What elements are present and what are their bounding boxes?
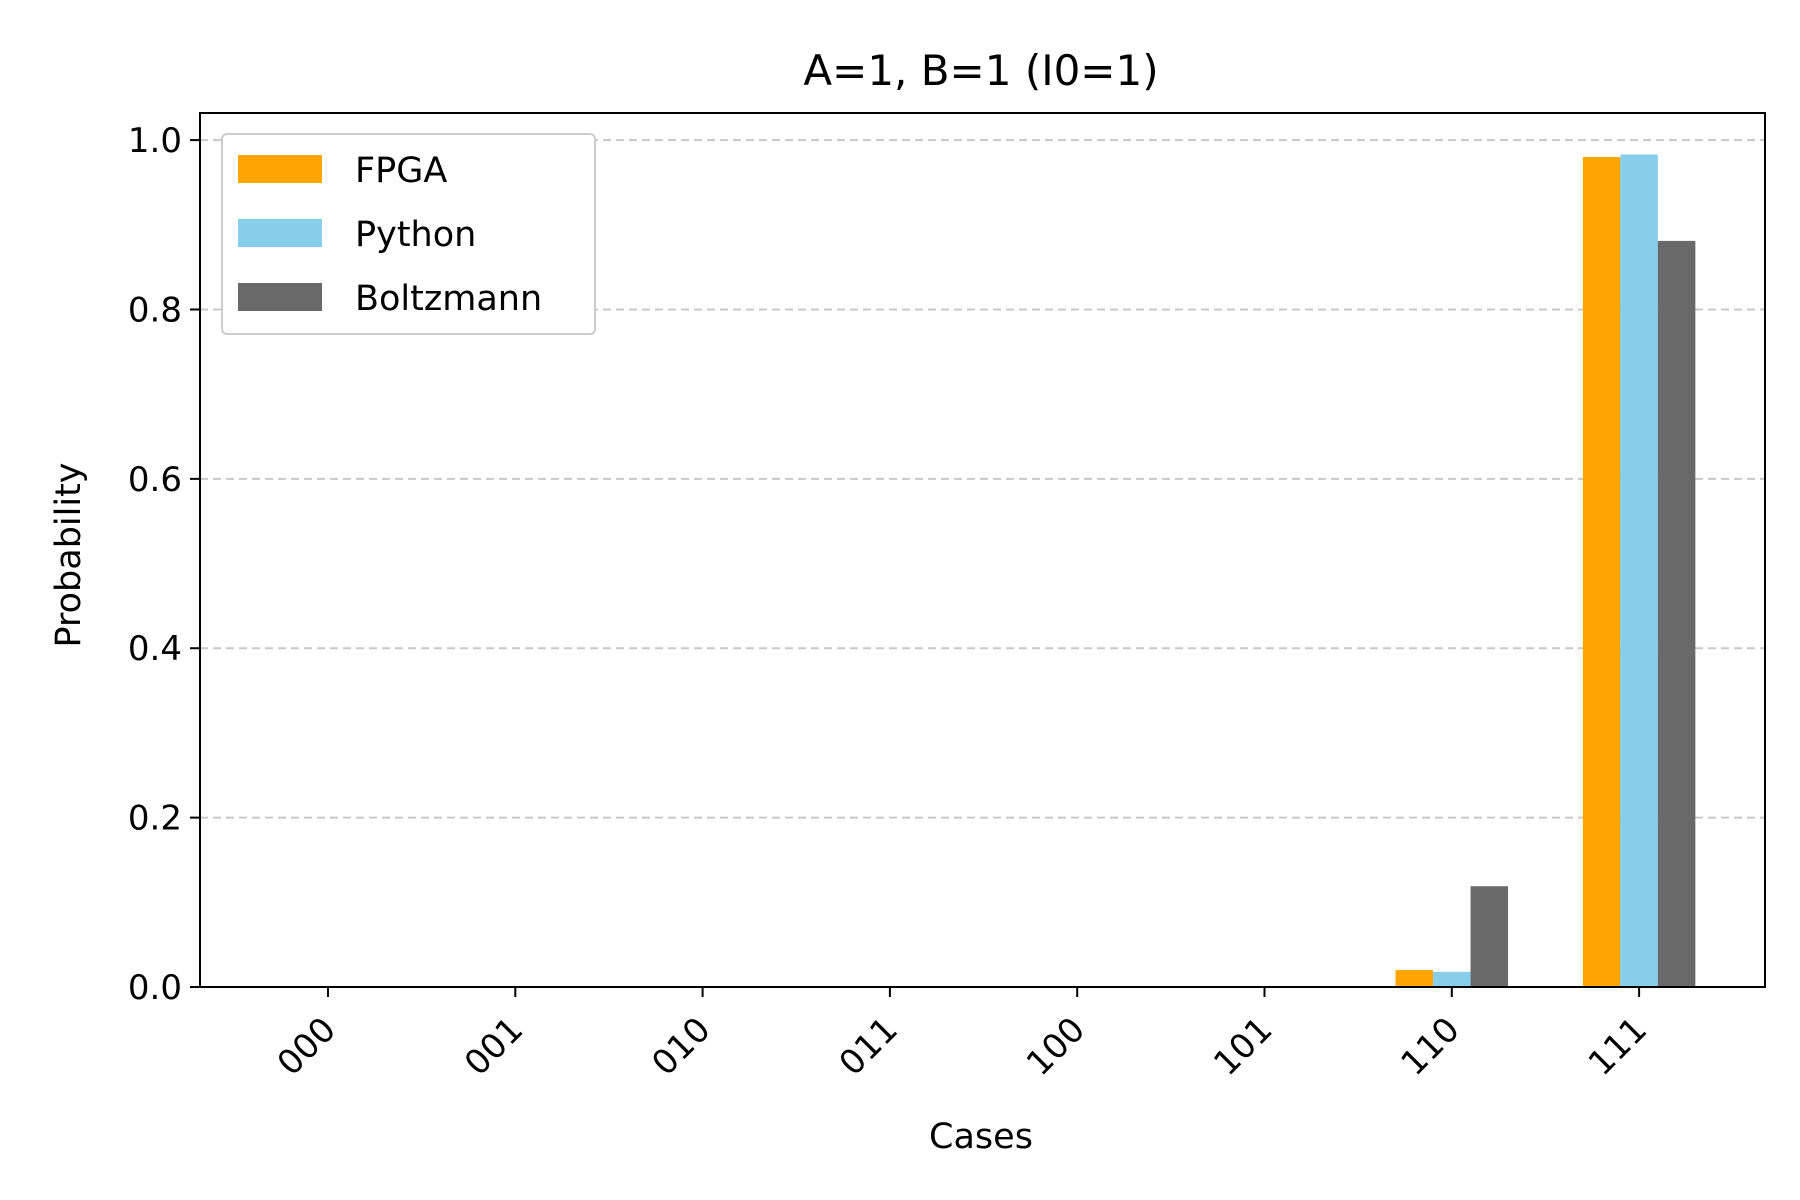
y-tick-label: 0.2 (128, 799, 182, 839)
legend-label-boltzmann: Boltzmann (355, 279, 542, 319)
legend-label-python: Python (355, 215, 476, 255)
legend-swatch-fpga (238, 155, 322, 183)
bar-fpga-111 (1582, 157, 1621, 987)
x-tick-label: 110 (1394, 1010, 1468, 1084)
x-tick-label: 010 (644, 1010, 718, 1084)
x-tick-label: 011 (832, 1010, 906, 1084)
x-axis-label: Cases (929, 1117, 1033, 1157)
legend: FPGA Python Boltzmann (221, 133, 596, 335)
bar-boltzmann-110 (1470, 886, 1509, 987)
bars (1395, 154, 1696, 988)
bar-python-111 (1620, 154, 1658, 988)
x-tick-label: 000 (270, 1010, 344, 1084)
plot-area (199, 112, 1766, 988)
x-tick-label: 001 (457, 1010, 531, 1084)
y-tick-label: 0.8 (128, 290, 182, 330)
x-tick-label: 100 (1019, 1010, 1093, 1084)
y-tick-label: 0.0 (128, 968, 182, 1008)
legend-swatch-python (238, 219, 322, 247)
y-tick-label: 0.6 (128, 460, 182, 500)
legend-label-fpga: FPGA (355, 151, 447, 191)
y-axis-label: Probability (49, 462, 89, 647)
x-tick-label: 111 (1581, 1010, 1655, 1084)
bar-python-110 (1433, 971, 1471, 987)
x-axis: 000 001 010 011 100 101 110 111 (270, 987, 1655, 1084)
legend-swatch-boltzmann (238, 283, 322, 311)
y-tick-label: 0.4 (128, 629, 182, 669)
x-tick-label: 101 (1206, 1010, 1280, 1084)
y-tick-label: 1.0 (128, 121, 182, 161)
chart-title: A=1, B=1 (I0=1) (803, 46, 1158, 95)
y-axis: 0.0 0.2 0.4 0.6 0.8 1.0 (128, 121, 200, 1008)
bar-boltzmann-111 (1657, 240, 1696, 988)
bar-fpga-110 (1395, 970, 1434, 987)
